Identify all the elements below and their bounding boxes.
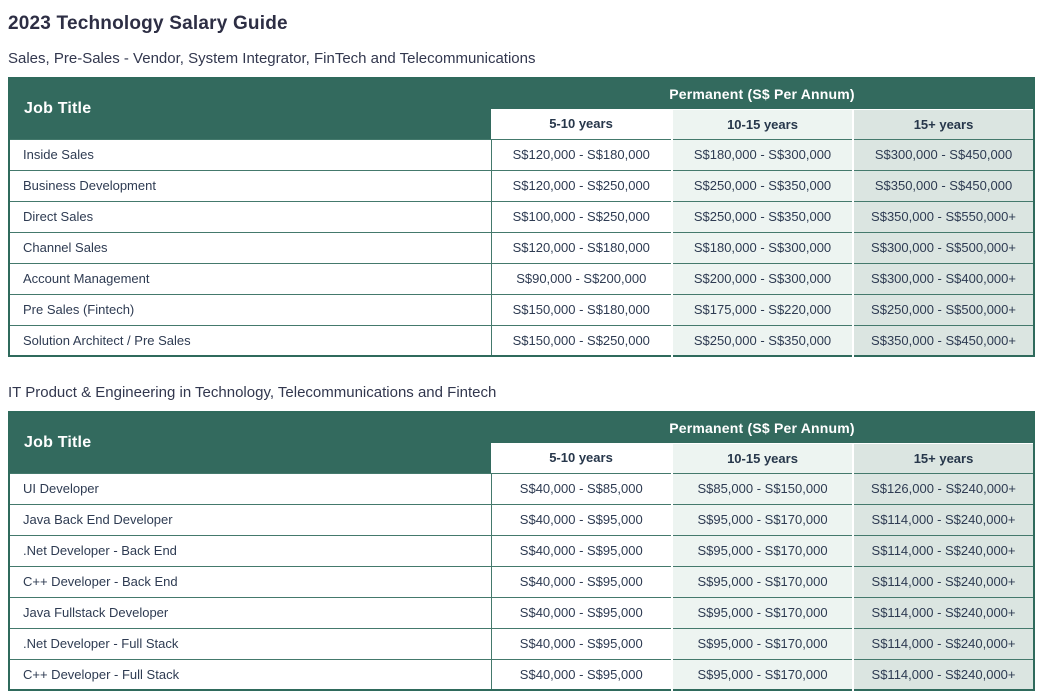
salary-cell: S$250,000 - S$350,000 xyxy=(672,169,854,201)
section-subtitle-it-engineering: IT Product & Engineering in Technology, … xyxy=(8,384,497,401)
salary-cell: S$126,000 - S$240,000+ xyxy=(853,472,1035,504)
table-row: Account Management S$90,000 - S$200,000 … xyxy=(9,262,1035,294)
salary-cell: S$150,000 - S$180,000 xyxy=(491,293,673,325)
job-title-cell: .Net Developer - Full Stack xyxy=(9,627,492,659)
salary-cell: S$40,000 - S$85,000 xyxy=(491,472,673,504)
job-title-cell: C++ Developer - Full Stack xyxy=(9,658,492,690)
table-row: Business Development S$120,000 - S$250,0… xyxy=(9,169,1035,201)
salary-cell: S$250,000 - S$350,000 xyxy=(672,324,854,356)
job-title-cell: Inside Sales xyxy=(9,138,492,170)
table-row: .Net Developer - Full Stack S$40,000 - S… xyxy=(9,627,1035,659)
job-title-cell: C++ Developer - Back End xyxy=(9,565,492,597)
salary-cell: S$40,000 - S$95,000 xyxy=(491,627,673,659)
salary-cell: S$250,000 - S$500,000+ xyxy=(853,293,1035,325)
job-title-cell: Java Back End Developer xyxy=(9,503,492,535)
table-row: .Net Developer - Back End S$40,000 - S$9… xyxy=(9,534,1035,566)
column-header-row: 5-10 years 10-15 years 15+ years xyxy=(9,442,1035,473)
salary-cell: S$300,000 - S$400,000+ xyxy=(853,262,1035,294)
salary-cell: S$114,000 - S$240,000+ xyxy=(853,627,1035,659)
job-title-cell: Account Management xyxy=(9,262,492,294)
salary-cell: S$85,000 - S$150,000 xyxy=(672,472,854,504)
job-title-cell: Solution Architect / Pre Sales xyxy=(9,324,492,356)
salary-cell: S$114,000 - S$240,000+ xyxy=(853,658,1035,690)
table-row: Solution Architect / Pre Sales S$150,000… xyxy=(9,324,1035,356)
salary-cell: S$114,000 - S$240,000+ xyxy=(853,503,1035,535)
col-header-10-15-years: 10-15 years xyxy=(672,442,854,473)
table-row: Pre Sales (Fintech) S$150,000 - S$180,00… xyxy=(9,293,1035,325)
salary-cell: S$180,000 - S$300,000 xyxy=(672,138,854,170)
section-subtitle-sales: Sales, Pre-Sales - Vendor, System Integr… xyxy=(8,50,536,67)
group-header: Permanent (S$ Per Annum) xyxy=(491,412,1035,443)
table-row: C++ Developer - Full Stack S$40,000 - S$… xyxy=(9,658,1035,690)
job-title-cell: Channel Sales xyxy=(9,231,492,263)
job-title-cell: Java Fullstack Developer xyxy=(9,596,492,628)
salary-cell: S$300,000 - S$500,000+ xyxy=(853,231,1035,263)
table-row: Direct Sales S$100,000 - S$250,000 S$250… xyxy=(9,200,1035,232)
salary-cell: S$100,000 - S$250,000 xyxy=(491,200,673,232)
job-title-header: Job Title xyxy=(9,78,491,139)
table-row: Java Fullstack Developer S$40,000 - S$95… xyxy=(9,596,1035,628)
salary-cell: S$114,000 - S$240,000+ xyxy=(853,565,1035,597)
col-header-5-10-years: 5-10 years xyxy=(491,109,673,139)
salary-cell: S$95,000 - S$170,000 xyxy=(672,658,854,690)
salary-cell: S$40,000 - S$95,000 xyxy=(491,658,673,690)
salary-cell: S$90,000 - S$200,000 xyxy=(491,262,673,294)
salary-cell: S$350,000 - S$450,000 xyxy=(853,169,1035,201)
salary-cell: S$120,000 - S$180,000 xyxy=(491,231,673,263)
salary-cell: S$40,000 - S$95,000 xyxy=(491,565,673,597)
salary-cell: S$95,000 - S$170,000 xyxy=(672,565,854,597)
table-row: UI Developer S$40,000 - S$85,000 S$85,00… xyxy=(9,472,1035,504)
job-title-header: Job Title xyxy=(9,412,491,473)
group-header-row: Job Title Permanent (S$ Per Annum) xyxy=(9,78,1035,139)
salary-cell: S$250,000 - S$350,000 xyxy=(672,200,854,232)
job-title-cell: Pre Sales (Fintech) xyxy=(9,293,492,325)
table-row: C++ Developer - Back End S$40,000 - S$95… xyxy=(9,565,1035,597)
col-header-15plus-years: 15+ years xyxy=(853,442,1035,473)
table-row: Channel Sales S$120,000 - S$180,000 S$18… xyxy=(9,231,1035,263)
group-header-row: Job Title Permanent (S$ Per Annum) xyxy=(9,412,1035,473)
salary-cell: S$40,000 - S$95,000 xyxy=(491,596,673,628)
salary-cell: S$200,000 - S$300,000 xyxy=(672,262,854,294)
salary-cell: S$350,000 - S$550,000+ xyxy=(853,200,1035,232)
salary-cell: S$180,000 - S$300,000 xyxy=(672,231,854,263)
page-title: 2023 Technology Salary Guide xyxy=(8,13,288,34)
it-engineering-salary-table: Job Title Permanent (S$ Per Annum) 5-10 … xyxy=(8,411,1036,691)
column-header-row: 5-10 years 10-15 years 15+ years xyxy=(9,108,1035,139)
col-header-5-10-years: 5-10 years xyxy=(491,443,673,473)
salary-cell: S$95,000 - S$170,000 xyxy=(672,627,854,659)
job-title-cell: UI Developer xyxy=(9,472,492,504)
salary-cell: S$120,000 - S$180,000 xyxy=(491,138,673,170)
salary-cell: S$120,000 - S$250,000 xyxy=(491,169,673,201)
salary-cell: S$350,000 - S$450,000+ xyxy=(853,324,1035,356)
col-header-10-15-years: 10-15 years xyxy=(672,108,854,139)
salary-cell: S$300,000 - S$450,000 xyxy=(853,138,1035,170)
group-header: Permanent (S$ Per Annum) xyxy=(491,78,1035,109)
salary-cell: S$114,000 - S$240,000+ xyxy=(853,596,1035,628)
salary-cell: S$95,000 - S$170,000 xyxy=(672,503,854,535)
salary-cell: S$95,000 - S$170,000 xyxy=(672,596,854,628)
col-header-15plus-years: 15+ years xyxy=(853,108,1035,139)
table-row: Inside Sales S$120,000 - S$180,000 S$180… xyxy=(9,138,1035,170)
job-title-cell: Business Development xyxy=(9,169,492,201)
job-title-cell: .Net Developer - Back End xyxy=(9,534,492,566)
salary-cell: S$40,000 - S$95,000 xyxy=(491,534,673,566)
salary-cell: S$175,000 - S$220,000 xyxy=(672,293,854,325)
salary-cell: S$114,000 - S$240,000+ xyxy=(853,534,1035,566)
table-row: Java Back End Developer S$40,000 - S$95,… xyxy=(9,503,1035,535)
sales-salary-table: Job Title Permanent (S$ Per Annum) 5-10 … xyxy=(8,77,1036,357)
salary-cell: S$150,000 - S$250,000 xyxy=(491,324,673,356)
job-title-cell: Direct Sales xyxy=(9,200,492,232)
salary-cell: S$95,000 - S$170,000 xyxy=(672,534,854,566)
salary-cell: S$40,000 - S$95,000 xyxy=(491,503,673,535)
